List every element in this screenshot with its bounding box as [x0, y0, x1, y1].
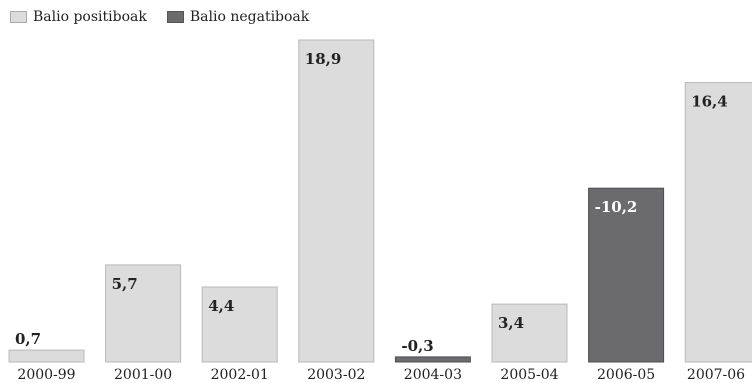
bar-2001-00	[105, 264, 182, 363]
x-tick-label-2001-00: 2001-00	[114, 367, 172, 383]
x-tick-label-2004-03: 2004-03	[404, 367, 462, 383]
legend-item-negative: Balio negatiboak	[166, 9, 310, 25]
legend-label-negative: Balio negatiboak	[189, 9, 310, 25]
data-label-2006-05: -10,2	[595, 198, 638, 216]
data-label-2004-03: -0,3	[401, 337, 433, 355]
bar-2003-02	[298, 39, 375, 363]
data-label-2000-99: 0,7	[15, 330, 41, 348]
bar-2004-03	[394, 356, 471, 363]
legend-item-positive: Balio positiboak	[10, 9, 147, 25]
bar-2005-04	[491, 303, 568, 363]
x-tick-label-2006-05: 2006-05	[597, 367, 655, 383]
data-label-2007-06: 16,4	[691, 93, 728, 111]
legend-label-positive: Balio positiboak	[33, 9, 147, 25]
x-tick-label-2002-01: 2002-01	[211, 367, 269, 383]
x-tick-label-2007-06: 2007-06	[687, 367, 745, 383]
bar-2000-99	[8, 349, 85, 363]
bar-2002-01	[201, 286, 278, 363]
data-label-2002-01: 4,4	[208, 297, 234, 315]
legend-swatch-negative	[166, 11, 184, 23]
bar-2006-05	[588, 187, 665, 363]
data-label-2005-04: 3,4	[498, 314, 524, 332]
legend: Balio positiboak Balio negatiboak	[10, 9, 329, 25]
data-label-2001-00: 5,7	[112, 275, 138, 293]
data-label-2003-02: 18,9	[305, 50, 342, 68]
x-tick-label-2003-02: 2003-02	[307, 367, 365, 383]
x-tick-label-2005-04: 2005-04	[500, 367, 558, 383]
x-tick-label-2000-99: 2000-99	[17, 367, 75, 383]
bar-2007-06	[684, 82, 752, 363]
legend-swatch-positive	[10, 11, 27, 23]
